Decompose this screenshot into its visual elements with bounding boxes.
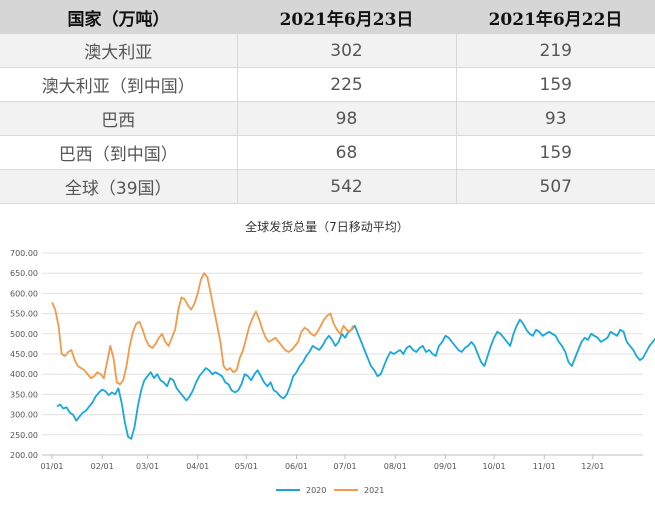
x-tick-label: 02/01 [91, 462, 114, 471]
x-tick-label: 06/01 [285, 462, 308, 471]
cell-country: 澳大利亚 [0, 34, 238, 68]
cell-country: 巴西 [0, 101, 238, 136]
x-tick-label: 12/01 [581, 462, 604, 471]
cell-value: 219 [456, 34, 655, 68]
shipment-line-chart: 全球发货总量（7日移动平均） 200.00 250.00 300.00 350.00 4… [10, 219, 655, 495]
y-tick-label: 200.00 [10, 451, 38, 460]
y-tick-label: 400.00 [10, 370, 38, 379]
y-tick-label: 300.00 [10, 411, 38, 420]
y-tick-label: 650.00 [10, 269, 38, 278]
cell-value: 159 [456, 67, 655, 102]
table-row: 全球（39国） 542 507 [0, 169, 655, 204]
cell-value: 225 [237, 67, 457, 102]
x-tick-label: 03/01 [136, 462, 159, 471]
header-date-0623: 2021年6月23日 [237, 0, 456, 34]
x-axis: 01/01 02/01 03/01 04/01 05/01 06/01 07/01 08/01… [40, 454, 643, 471]
header-country: 国家（万吨） [0, 0, 237, 34]
cell-country: 澳大利亚（到中国） [0, 67, 238, 102]
x-tick-label: 08/01 [384, 462, 407, 471]
cell-country: 巴西（到中国） [0, 135, 238, 170]
x-tick-label: 11/01 [533, 462, 556, 471]
table-row: 澳大利亚（到中国） 225 159 [0, 67, 655, 102]
cell-value: 159 [456, 135, 655, 170]
cell-value: 302 [237, 34, 457, 68]
x-tick-label: 04/01 [186, 462, 209, 471]
legend-label-2021: 2021 [364, 486, 384, 495]
chart-legend: 2020 2021 [276, 486, 384, 495]
y-tick-label: 450.00 [10, 350, 38, 359]
y-axis: 200.00 250.00 300.00 350.00 400.00 450.00 500.… [10, 249, 38, 460]
y-tick-label: 350.00 [10, 390, 38, 399]
legend-label-2020: 2020 [306, 486, 326, 495]
y-tick-label: 700.00 [10, 249, 38, 258]
cell-value: 542 [237, 169, 457, 204]
y-tick-label: 550.00 [10, 310, 38, 319]
cell-value: 93 [456, 101, 655, 136]
chart-series [51, 272, 655, 440]
table-row: 巴西（到中国） 68 159 [0, 135, 655, 170]
y-tick-label: 250.00 [10, 431, 38, 440]
cell-value: 98 [237, 101, 457, 136]
table-header-row: 国家（万吨） 2021年6月23日 2021年6月22日 [0, 0, 655, 34]
series-line-2021 [51, 272, 354, 386]
table-row: 巴西 98 93 [0, 101, 655, 136]
x-tick-label: 05/01 [235, 462, 258, 471]
cell-country: 全球（39国） [0, 169, 238, 204]
table-row: 澳大利亚 302 219 [0, 34, 655, 68]
y-tick-label: 600.00 [10, 289, 38, 298]
cell-value: 68 [237, 135, 457, 170]
cell-value: 507 [456, 169, 655, 204]
x-tick-label: 10/01 [483, 462, 506, 471]
header-date-0622: 2021年6月22日 [456, 0, 655, 34]
series-line-2020 [56, 318, 655, 440]
shipment-table: 国家（万吨） 2021年6月23日 2021年6月22日 澳大利亚 302 21… [0, 0, 655, 204]
chart-title: 全球发货总量（7日移动平均） [245, 219, 409, 234]
x-tick-label: 07/01 [334, 462, 357, 471]
x-tick-label: 09/01 [434, 462, 457, 471]
chart-grid [42, 252, 643, 456]
x-tick-label: 01/01 [40, 462, 63, 471]
y-tick-label: 500.00 [10, 330, 38, 339]
